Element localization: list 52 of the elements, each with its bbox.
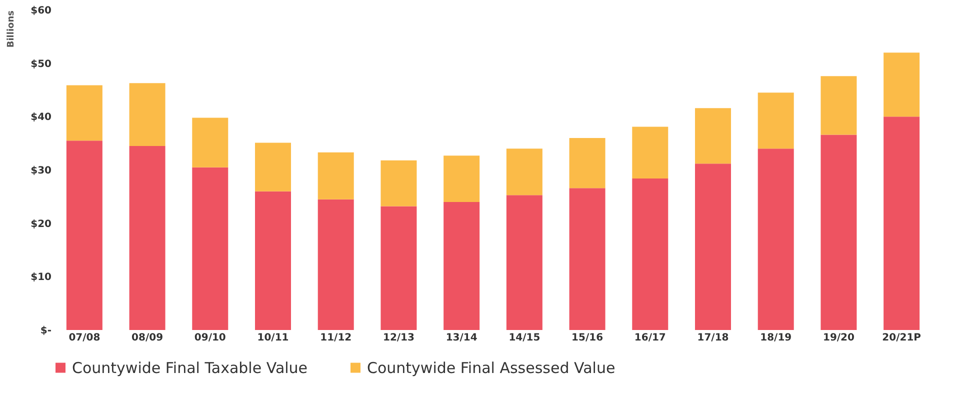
x-tick-label: 10/11 [257,332,289,344]
y-tick-label: $60 [30,6,52,16]
x-tick-label: 07/08 [68,332,100,344]
bar [129,83,166,146]
y-tick-label: $10 [30,272,52,284]
x-tick-label: 16/17 [634,332,666,344]
bar [380,160,417,206]
x-tick-label: 17/18 [697,332,729,344]
bar [444,202,480,330]
bar [632,178,668,330]
bar [66,85,102,141]
y-tick-label: $20 [30,218,52,230]
bar [255,191,291,330]
x-tick-label: 08/09 [132,332,164,344]
bar [632,126,668,179]
bar [820,76,857,135]
y-tick-label: $50 [30,58,52,70]
legend-label: Countywide Final Assessed Value [367,358,616,377]
bar [444,156,480,202]
x-tick-label: 13/14 [446,332,478,344]
x-tick-label: 15/16 [572,332,604,344]
x-tick-label: 14/15 [508,332,540,344]
bar [758,148,794,330]
x-tick-label: 20/21P [882,332,921,344]
x-tick-label: 12/13 [382,332,414,344]
y-tick-label: $40 [30,112,52,124]
bar [695,108,731,164]
x-tick-label: 09/10 [194,332,226,344]
y-axis-title: Billions [6,10,16,48]
bar [318,199,354,330]
y-tick-label: $- [40,326,52,336]
bar [380,206,417,330]
bar [66,140,102,330]
x-tick-label: 18/19 [760,332,792,344]
bar [758,92,794,149]
x-tick-label: 19/20 [822,332,854,344]
y-tick-label: $30 [30,166,52,176]
legend-label: Countywide Final Taxable Value [72,358,308,377]
bar [695,164,731,330]
bar [192,118,228,168]
bar [506,148,542,196]
x-tick-label: 11/12 [320,332,352,344]
bar [506,195,542,330]
bar [820,134,857,330]
bar [569,138,606,188]
bar [255,142,291,192]
bar [318,152,354,200]
bar [129,146,166,330]
bar [884,52,920,117]
bar [569,188,606,330]
bar [192,167,228,330]
bar [884,116,920,330]
